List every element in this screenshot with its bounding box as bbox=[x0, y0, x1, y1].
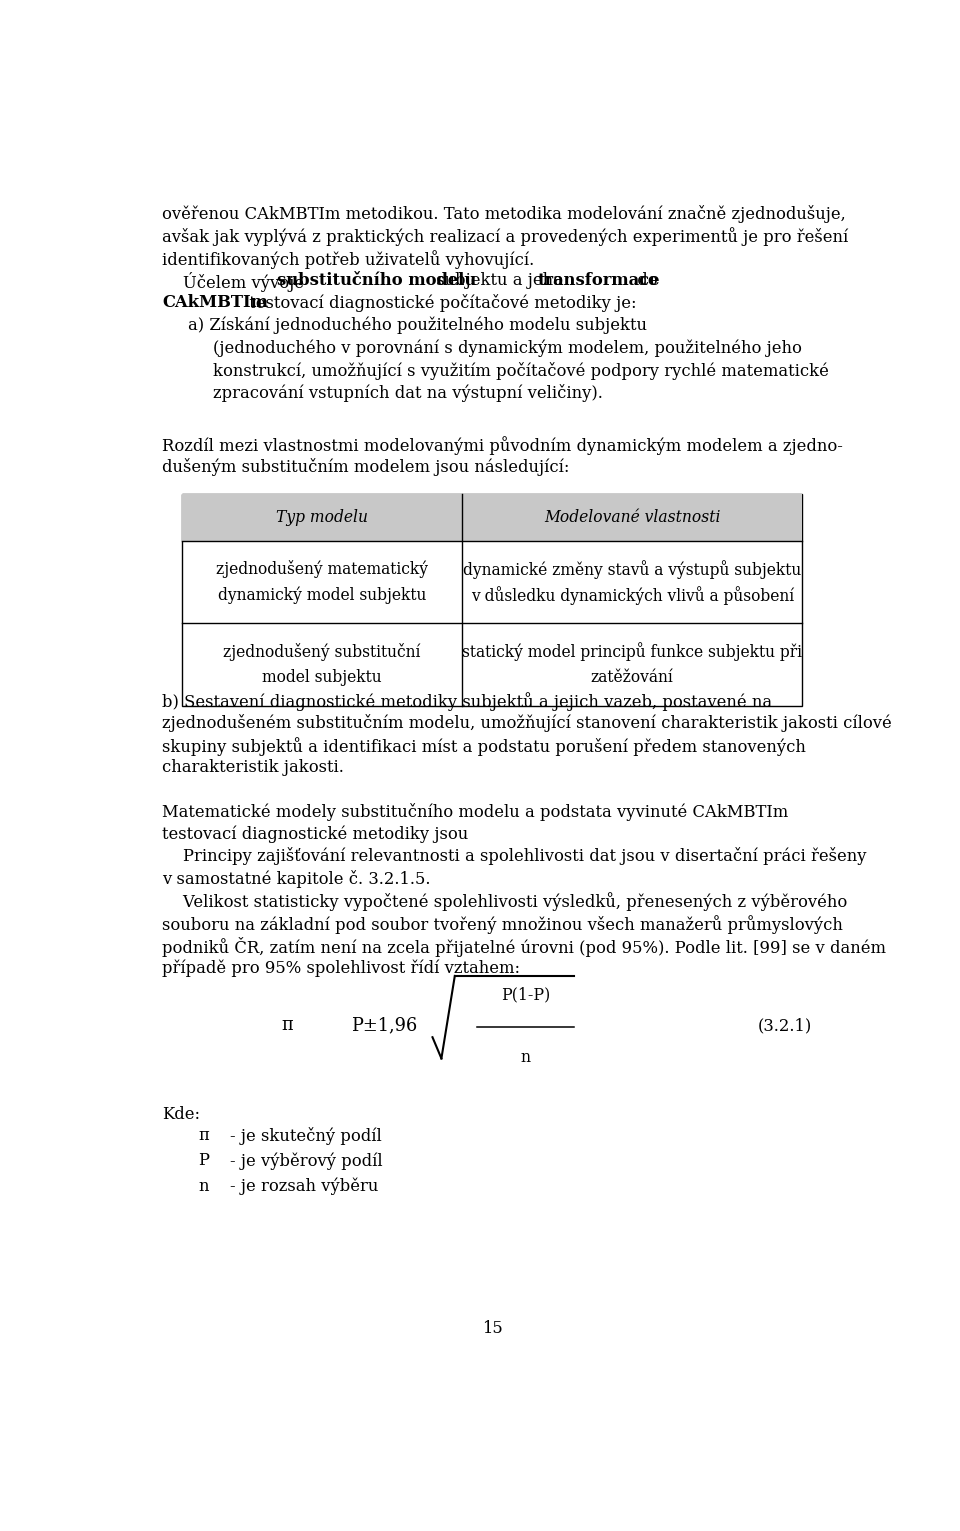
Text: avšak jak vyplývá z praktických realizací a provedených experimentů je pro řešen: avšak jak vyplývá z praktických realizac… bbox=[162, 227, 849, 246]
Text: P±1,96: P±1,96 bbox=[351, 1017, 418, 1035]
Text: zatěžování: zatěžování bbox=[590, 669, 674, 686]
Text: P: P bbox=[198, 1153, 209, 1170]
Text: statický model principů funkce subjektu při: statický model principů funkce subjektu … bbox=[463, 641, 803, 661]
Text: v důsledku dynamických vlivů a působení: v důsledku dynamických vlivů a působení bbox=[470, 586, 794, 605]
Text: zpracování vstupních dat na výstupní veličiny).: zpracování vstupních dat na výstupní vel… bbox=[213, 384, 603, 403]
Text: zjednodušený matematický: zjednodušený matematický bbox=[216, 560, 428, 579]
Text: 15: 15 bbox=[482, 1320, 502, 1337]
Text: Velikost statisticky vypočtené spolehlivosti výsledků, přenesených z výběrového: Velikost statisticky vypočtené spolehliv… bbox=[162, 893, 848, 911]
Text: do: do bbox=[633, 273, 658, 289]
Text: n: n bbox=[198, 1177, 208, 1194]
Text: Účelem vývoje: Účelem vývoje bbox=[162, 273, 310, 292]
Text: P(1-P): P(1-P) bbox=[501, 986, 550, 1003]
Text: konstrukcí, umožňující s využitím počítačové podpory rychlé matematické: konstrukcí, umožňující s využitím počíta… bbox=[213, 361, 828, 380]
Text: - je skutečný podíl: - je skutečný podíl bbox=[230, 1127, 382, 1145]
Text: dynamické změny stavů a výstupů subjektu: dynamické změny stavů a výstupů subjektu bbox=[463, 560, 802, 579]
Text: ověřenou CAkMBTIm metodikou. Tato metodika modelování značně zjednodušuje,: ověřenou CAkMBTIm metodikou. Tato metodi… bbox=[162, 205, 846, 224]
Text: (jednoduchého v porovnání s dynamickým modelem, použitelného jeho: (jednoduchého v porovnání s dynamickým m… bbox=[213, 340, 802, 357]
Bar bbox=[181, 495, 803, 706]
Text: identifikovaných potřeb uživatelů vyhovující.: identifikovaných potřeb uživatelů vyhovu… bbox=[162, 250, 535, 268]
Text: n: n bbox=[520, 1049, 531, 1066]
Text: a) Získání jednoduchého použitelného modelu subjektu: a) Získání jednoduchého použitelného mod… bbox=[188, 317, 647, 334]
Text: skupiny subjektů a identifikaci míst a podstatu porušení předem stanovených: skupiny subjektů a identifikaci míst a p… bbox=[162, 736, 806, 755]
Text: π: π bbox=[198, 1127, 209, 1144]
Text: Matematické modely substitučního modelu a podstata vyvinuté CAkMBTIm: Matematické modely substitučního modelu … bbox=[162, 802, 789, 821]
Text: b) Sestavení diagnostické metodiky subjektů a jejich vazeb, postavené na: b) Sestavení diagnostické metodiky subje… bbox=[162, 692, 773, 710]
Text: zjednodušeném substitučním modelu, umožňující stanovení charakteristik jakosti c: zjednodušeném substitučním modelu, umožň… bbox=[162, 713, 892, 732]
Text: případě pro 95% spolehlivost řídí vztahem:: případě pro 95% spolehlivost řídí vztahe… bbox=[162, 960, 520, 977]
Text: Kde:: Kde: bbox=[162, 1105, 201, 1122]
Text: substitučního modelu: substitučního modelu bbox=[276, 273, 476, 289]
Text: testovací diagnostické počítačové metodiky je:: testovací diagnostické počítačové metodi… bbox=[245, 294, 637, 312]
Text: charakteristik jakosti.: charakteristik jakosti. bbox=[162, 759, 345, 776]
Bar bbox=[181, 495, 803, 540]
Text: souboru na základní pod soubor tvořený množinou všech manažerů průmyslových: souboru na základní pod soubor tvořený m… bbox=[162, 914, 843, 934]
Text: dynamický model subjektu: dynamický model subjektu bbox=[218, 586, 426, 605]
Text: Principy zajišťování relevantnosti a spolehlivosti dat jsou v disertační práci ř: Principy zajišťování relevantnosti a spo… bbox=[162, 848, 867, 865]
Text: transformace: transformace bbox=[538, 273, 660, 289]
Text: - je rozsah výběru: - je rozsah výběru bbox=[230, 1177, 378, 1196]
Text: Modelované vlastnosti: Modelované vlastnosti bbox=[544, 508, 721, 525]
Text: testovací diagnostické metodiky jsou: testovací diagnostické metodiky jsou bbox=[162, 825, 468, 842]
Text: subjektu a jeho: subjektu a jeho bbox=[431, 273, 568, 289]
Text: Rozdíl mezi vlastnostmi modelovanými původním dynamickým modelem a zjedno-: Rozdíl mezi vlastnostmi modelovanými pův… bbox=[162, 436, 843, 455]
Text: Typ modelu: Typ modelu bbox=[276, 508, 368, 525]
Text: dušeným substitučním modelem jsou následující:: dušeným substitučním modelem jsou násled… bbox=[162, 458, 570, 476]
Text: π: π bbox=[281, 1017, 293, 1035]
Text: zjednodušený substituční: zjednodušený substituční bbox=[224, 643, 420, 660]
Text: (3.2.1): (3.2.1) bbox=[757, 1017, 812, 1033]
Text: - je výběrový podíl: - je výběrový podíl bbox=[230, 1153, 383, 1170]
Text: model subjektu: model subjektu bbox=[262, 669, 382, 686]
Text: CAkMBTIm: CAkMBTIm bbox=[162, 294, 268, 311]
Text: podniků ČR, zatím není na zcela přijatelné úrovni (pod 95%). Podle lit. [99] se : podniků ČR, zatím není na zcela přijatel… bbox=[162, 937, 886, 957]
Text: v samostatné kapitole č. 3.2.1.5.: v samostatné kapitole č. 3.2.1.5. bbox=[162, 870, 431, 888]
